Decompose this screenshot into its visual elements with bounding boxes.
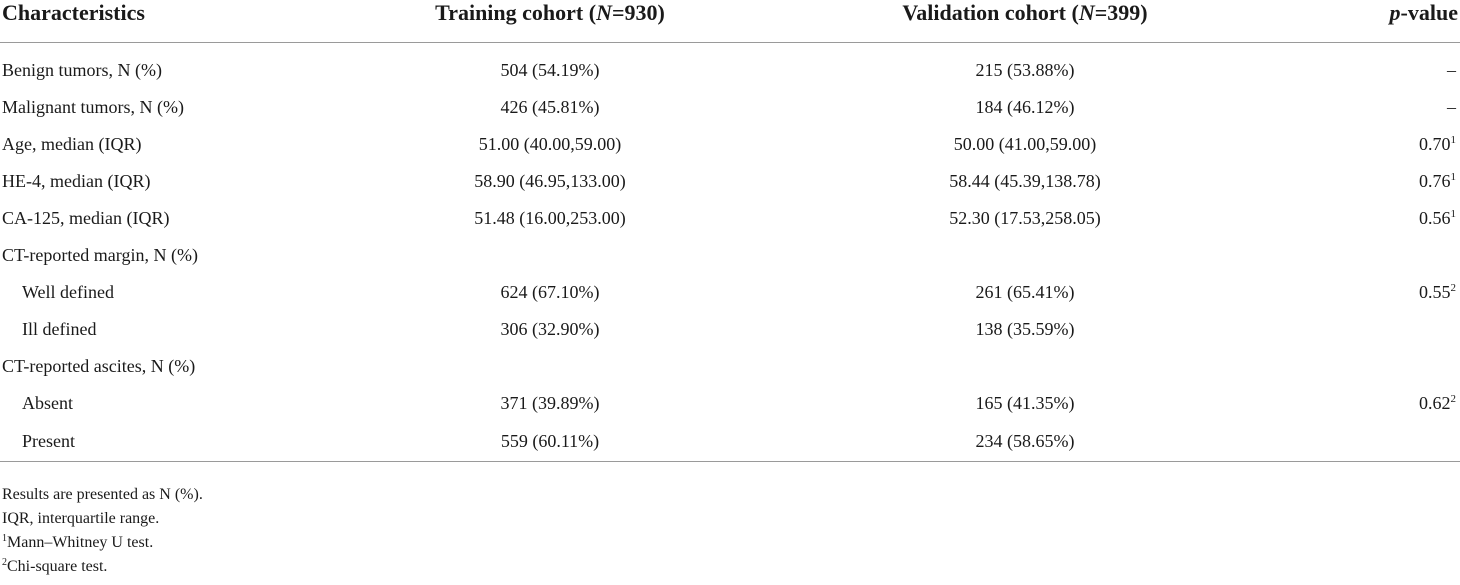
row-label: CA-125, median (IQR) bbox=[2, 207, 170, 228]
header-characteristics: Characteristics bbox=[0, 0, 335, 43]
validation-cohort-value: 138 (35.59%) bbox=[975, 318, 1075, 339]
row-label: Absent bbox=[22, 392, 73, 413]
training-cohort-value: 504 (54.19%) bbox=[500, 59, 600, 80]
row-label: Age, median (IQR) bbox=[2, 133, 142, 154]
table-row: CT-reported ascites, N (%) bbox=[0, 347, 1460, 384]
training-cohort-value: 624 (67.10%) bbox=[500, 281, 600, 302]
p-value-cell: 0.552 bbox=[1235, 273, 1460, 310]
header-training-cohort: Training cohort (N=930) bbox=[335, 0, 735, 43]
p-value-footnote-marker: 1 bbox=[1450, 207, 1457, 220]
p-value-cell: 0.761 bbox=[1235, 162, 1460, 199]
p-value-footnote-marker: 2 bbox=[1450, 281, 1457, 294]
footnote-results: Results are presented as N (%). bbox=[2, 486, 203, 503]
p-value-cell: – bbox=[1235, 88, 1460, 125]
training-cohort-value: 371 (39.89%) bbox=[500, 392, 600, 413]
table-footnotes: Results are presented as N (%). IQR, int… bbox=[2, 483, 203, 579]
table-row: Ill defined 306 (32.90%) 138 (35.59%) bbox=[0, 310, 1460, 347]
validation-cohort-value bbox=[735, 347, 1235, 384]
p-value-cell bbox=[1235, 236, 1460, 273]
footnote-iqr: IQR, interquartile range. bbox=[2, 510, 160, 527]
training-cohort-value: 559 (60.11%) bbox=[335, 421, 735, 462]
p-value: 0.62 bbox=[1419, 392, 1451, 413]
validation-cohort-value: 261 (65.41%) bbox=[975, 281, 1075, 302]
p-value: 0.70 bbox=[1419, 133, 1451, 154]
p-value: 0.56 bbox=[1419, 207, 1451, 228]
table-body: Benign tumors, N (%) 504 (54.19%) 215 (53.… bbox=[0, 43, 1460, 462]
p-value-cell: 0.622 bbox=[1235, 384, 1460, 421]
table-row: Age, median (IQR) 51.00 (40.00,59.00) 50.0… bbox=[0, 125, 1460, 162]
footnote-mann-whitney: 1Mann–Whitney U test. bbox=[2, 533, 154, 552]
table-row: CT-reported margin, N (%) bbox=[0, 236, 1460, 273]
p-value: – bbox=[1447, 59, 1456, 80]
p-value-footnote-marker: 1 bbox=[1450, 170, 1457, 183]
p-value-cell: – bbox=[1235, 43, 1460, 89]
table-row: Malignant tumors, N (%) 426 (45.81%) 184 (… bbox=[0, 88, 1460, 125]
row-label: CT-reported margin, N (%) bbox=[2, 244, 198, 265]
training-cohort-value bbox=[335, 236, 735, 273]
row-label: Ill defined bbox=[22, 318, 97, 339]
footnote-marker-2: 2 bbox=[2, 557, 7, 568]
p-value-footnote-marker: 1 bbox=[1450, 133, 1457, 146]
p-value: – bbox=[1447, 96, 1456, 117]
footnote-chi-square: 2Chi-square test. bbox=[2, 557, 108, 576]
validation-cohort-value: 58.44 (45.39,138.78) bbox=[949, 170, 1101, 191]
row-label: Benign tumors, N (%) bbox=[2, 59, 162, 80]
p-value-cell: 0.701 bbox=[1235, 125, 1460, 162]
header-p-value: p-value bbox=[1235, 0, 1460, 43]
training-cohort-value: 58.90 (46.95,133.00) bbox=[474, 170, 626, 191]
table-header-row: Characteristics Training cohort (N=930) … bbox=[0, 0, 1460, 43]
table-row: HE-4, median (IQR) 58.90 (46.95,133.00) 58… bbox=[0, 162, 1460, 199]
footnote-marker-1: 1 bbox=[2, 533, 7, 544]
p-value-cell bbox=[1235, 421, 1460, 462]
validation-cohort-value bbox=[735, 236, 1235, 273]
training-cohort-value: 51.00 (40.00,59.00) bbox=[478, 133, 622, 154]
characteristics-table-container: Characteristics Training cohort (N=930) … bbox=[0, 0, 1460, 462]
p-value: 0.76 bbox=[1419, 170, 1451, 191]
row-label: Malignant tumors, N (%) bbox=[2, 96, 184, 117]
row-label: Present bbox=[0, 421, 335, 462]
validation-cohort-value: 165 (41.35%) bbox=[975, 392, 1075, 413]
row-label: HE-4, median (IQR) bbox=[2, 170, 151, 191]
training-cohort-value: 426 (45.81%) bbox=[500, 96, 600, 117]
row-label: Well defined bbox=[22, 281, 115, 302]
validation-cohort-value: 215 (53.88%) bbox=[975, 59, 1075, 80]
validation-cohort-value: 52.30 (17.53,258.05) bbox=[949, 207, 1101, 228]
table-row: CA-125, median (IQR) 51.48 (16.00,253.00)… bbox=[0, 199, 1460, 236]
p-value-footnote-marker: 2 bbox=[1450, 392, 1457, 405]
p-value: 0.55 bbox=[1419, 281, 1451, 302]
training-cohort-value: 306 (32.90%) bbox=[500, 318, 600, 339]
table-row: Well defined 624 (67.10%) 261 (65.41%) 0.55… bbox=[0, 273, 1460, 310]
validation-cohort-value: 184 (46.12%) bbox=[975, 96, 1075, 117]
validation-cohort-value: 50.00 (41.00,59.00) bbox=[953, 133, 1097, 154]
validation-cohort-value: 234 (58.65%) bbox=[735, 421, 1235, 462]
row-label: CT-reported ascites, N (%) bbox=[2, 355, 196, 376]
training-cohort-value bbox=[335, 347, 735, 384]
header-validation-cohort: Validation cohort (N=399) bbox=[735, 0, 1235, 43]
table-row: Absent 371 (39.89%) 165 (41.35%) 0.622 bbox=[0, 384, 1460, 421]
p-value-cell bbox=[1235, 310, 1460, 347]
table-row: Benign tumors, N (%) 504 (54.19%) 215 (53.… bbox=[0, 43, 1460, 89]
p-value-cell: 0.561 bbox=[1235, 199, 1460, 236]
table-row: Present 559 (60.11%) 234 (58.65%) bbox=[0, 421, 1460, 462]
characteristics-table: Characteristics Training cohort (N=930) … bbox=[0, 0, 1460, 462]
training-cohort-value: 51.48 (16.00,253.00) bbox=[474, 207, 626, 228]
p-value-cell bbox=[1235, 347, 1460, 384]
